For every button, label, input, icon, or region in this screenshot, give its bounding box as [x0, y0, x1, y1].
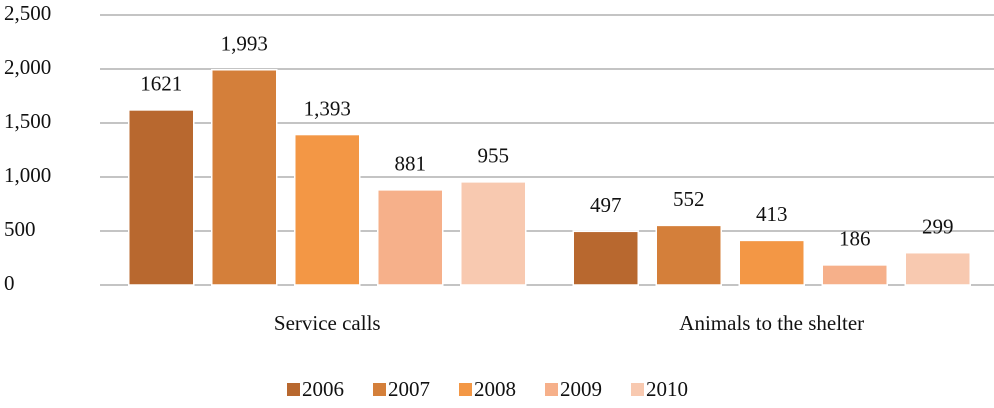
data-label: 955 [478, 144, 510, 168]
legend-label: 2008 [474, 377, 516, 401]
x-tick-label: Animals to the shelter [679, 311, 864, 335]
legend-label: 2010 [646, 377, 688, 401]
bar [211, 69, 278, 286]
y-tick-label: 1,500 [4, 109, 51, 133]
bar [572, 230, 639, 286]
x-tick-label: Service calls [274, 311, 381, 335]
data-label: 299 [922, 215, 954, 239]
legend-label: 2007 [388, 377, 430, 401]
data-label: 881 [395, 152, 427, 176]
y-tick-label: 2,500 [4, 1, 51, 25]
y-tick-label: 1,000 [4, 163, 51, 187]
legend-label: 2006 [302, 377, 344, 401]
legend-swatch [631, 383, 644, 396]
bar [904, 251, 971, 286]
bar [128, 109, 195, 286]
y-tick-label: 500 [4, 217, 36, 241]
bar [821, 264, 888, 286]
bar [460, 181, 527, 286]
bar [377, 189, 444, 286]
legend-swatch [373, 383, 386, 396]
data-label: 1,993 [221, 32, 268, 56]
data-label: 1,393 [304, 96, 351, 120]
y-tick-label: 2,000 [4, 55, 51, 79]
data-label: 497 [590, 193, 622, 217]
data-label: 552 [673, 187, 705, 211]
legend-swatch [459, 383, 472, 396]
bar [738, 239, 805, 286]
data-label: 186 [839, 227, 871, 251]
y-tick-label: 0 [4, 271, 15, 295]
data-label: 1621 [140, 72, 182, 96]
legend-swatch [545, 383, 558, 396]
bar [655, 224, 722, 286]
legend-swatch [287, 383, 300, 396]
legend-label: 2009 [560, 377, 602, 401]
data-label: 413 [756, 202, 788, 226]
bar [294, 133, 361, 286]
